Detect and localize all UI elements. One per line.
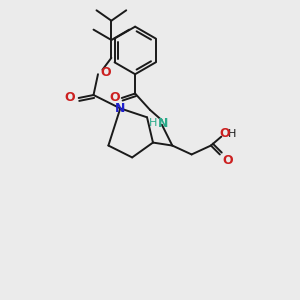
Text: O: O <box>100 66 111 79</box>
Text: N: N <box>115 102 125 115</box>
Text: O: O <box>219 127 230 140</box>
Text: H: H <box>149 118 157 128</box>
Text: O: O <box>109 92 120 104</box>
Text: N: N <box>158 117 169 130</box>
Text: O: O <box>64 92 75 104</box>
Text: O: O <box>222 154 232 167</box>
Text: H: H <box>227 129 236 139</box>
